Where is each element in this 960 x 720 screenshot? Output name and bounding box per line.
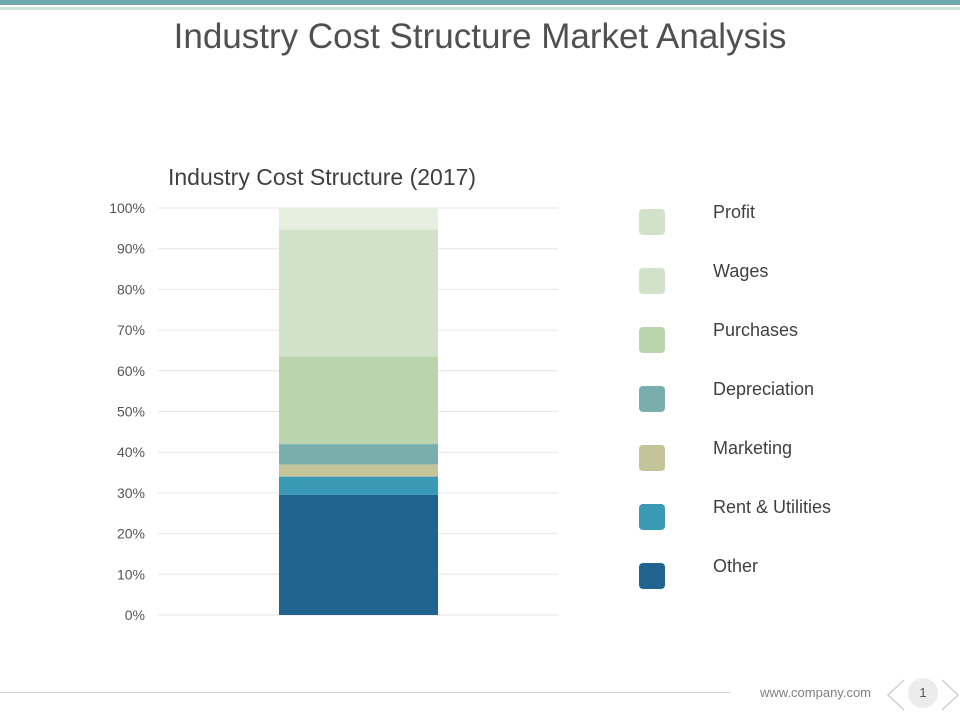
y-tick-label: 100% bbox=[109, 200, 145, 216]
y-tick-label: 0% bbox=[125, 607, 145, 623]
chart-title: Industry Cost Structure (2017) bbox=[168, 164, 476, 190]
y-tick-label: 40% bbox=[117, 444, 145, 460]
legend-item: Wages bbox=[638, 259, 938, 294]
stacked-bar-chart: Industry Cost Structure (2017) 0% 10% 20% 3… bbox=[109, 164, 558, 623]
y-tick-label: 50% bbox=[117, 404, 145, 420]
legend-item: Purchases bbox=[638, 318, 938, 353]
footer-url: www.company.com bbox=[760, 685, 872, 700]
y-axis: 0% 10% 20% 30% 40% 50% 60% 70% 80% 90% 100% bbox=[109, 200, 145, 623]
legend-swatch bbox=[639, 209, 665, 235]
legend-swatch bbox=[639, 445, 665, 471]
bar-segment-profit bbox=[279, 208, 438, 230]
legend-label: Wages bbox=[713, 261, 769, 281]
legend-item: Marketing bbox=[638, 436, 938, 471]
bar-segment-marketing bbox=[279, 464, 438, 477]
legend-label: Rent & Utilities bbox=[713, 497, 832, 517]
top-accent-bar bbox=[0, 0, 960, 5]
bar-segment-wages bbox=[279, 229, 438, 357]
legend-item: Rent & Utilities bbox=[638, 495, 938, 530]
y-tick-label: 90% bbox=[117, 241, 145, 257]
y-tick-label: 80% bbox=[117, 281, 145, 297]
legend-label: Other bbox=[713, 556, 759, 576]
bar-segment-depreciation bbox=[279, 444, 438, 465]
legend-swatch bbox=[639, 268, 665, 294]
legend-item: Depreciation bbox=[638, 377, 938, 412]
slide-title: Industry Cost Structure Market Analysis bbox=[173, 17, 787, 56]
legend-label: Profit bbox=[713, 202, 756, 222]
legend-swatch bbox=[639, 386, 665, 412]
y-tick-label: 20% bbox=[117, 526, 145, 542]
chevron-right-icon[interactable] bbox=[941, 679, 960, 711]
bar-segment-purchases bbox=[279, 356, 438, 445]
legend-label: Depreciation bbox=[713, 379, 815, 399]
chevron-left-icon[interactable] bbox=[886, 679, 905, 711]
legend-item: Other bbox=[638, 554, 938, 589]
legend-swatch bbox=[639, 504, 665, 530]
page-nav-arrows bbox=[886, 679, 960, 711]
legend-swatch bbox=[639, 563, 665, 589]
y-tick-label: 60% bbox=[117, 363, 145, 379]
y-tick-label: 70% bbox=[117, 322, 145, 338]
legend-label: Marketing bbox=[713, 438, 793, 458]
legend-item: Profit bbox=[638, 200, 938, 235]
bar-segment-rent-utilities bbox=[279, 476, 438, 495]
y-tick-label: 30% bbox=[117, 485, 145, 501]
legend-label: Purchases bbox=[713, 320, 799, 340]
footer-divider bbox=[0, 692, 730, 693]
y-tick-label: 10% bbox=[117, 566, 145, 582]
chart-bars bbox=[279, 208, 438, 615]
page-number: 1 bbox=[908, 678, 938, 708]
bar-segment-other bbox=[279, 494, 438, 615]
top-accent-bar-light bbox=[0, 7, 960, 10]
legend-swatch bbox=[639, 327, 665, 353]
